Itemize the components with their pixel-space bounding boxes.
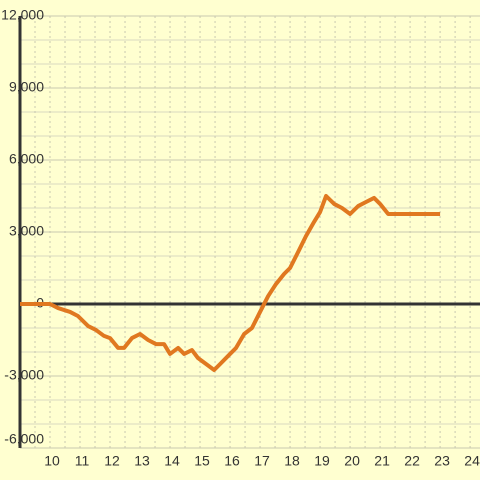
x-tick-label: 21 [374,453,390,469]
x-tick-label: 13 [134,453,150,469]
x-tick-label: 19 [314,453,330,469]
x-tick-label: 22 [404,453,420,469]
x-tick-label: 10 [44,453,60,469]
y-tick-label: 3,000 [9,223,44,239]
x-tick-label: 14 [164,453,180,469]
y-tick-label: 12,000 [1,7,44,23]
y-tick-label: 6,000 [9,151,44,167]
y-tick-label: -6,000 [4,431,44,447]
data-line [20,194,441,372]
x-tick-label: 20 [344,453,360,469]
y-tick-label: -3,000 [4,367,44,383]
x-tick-label: 16 [224,453,240,469]
x-tick-label: 18 [284,453,300,469]
y-tick-label: 9,000 [9,79,44,95]
x-tick-label: 11 [75,453,90,469]
x-tick-label: 17 [254,453,270,469]
x-tick-label: 24 [464,453,480,469]
x-tick-label: 12 [104,453,120,469]
x-tick-label: 15 [194,453,210,469]
x-tick-label: 23 [434,453,450,469]
